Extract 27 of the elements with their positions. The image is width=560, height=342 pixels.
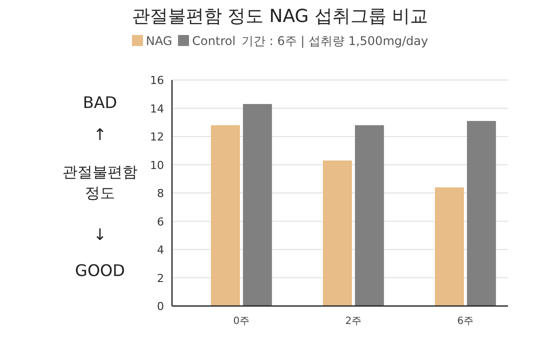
x-tick-label: 0주 xyxy=(233,316,250,327)
bar xyxy=(434,187,464,306)
bar xyxy=(354,125,384,306)
text: BAD xyxy=(82,92,118,113)
bar xyxy=(210,125,240,306)
chart-title: 관절불편함 정도 NAG 섭취그룹 비교 xyxy=(130,5,430,28)
text: GOOD xyxy=(74,260,126,281)
text: 관절불편함 정도 xyxy=(62,162,138,204)
y-tick-label: 6 xyxy=(157,215,164,228)
y-tick-label: 12 xyxy=(150,130,164,144)
y-tick-label: 10 xyxy=(150,158,164,172)
y-tick-label: 4 xyxy=(157,244,164,256)
bar xyxy=(466,120,496,306)
x-tick-label: 6주 xyxy=(457,316,474,327)
text: ↑ xyxy=(92,124,108,145)
text: ↓ xyxy=(92,224,108,245)
y-tick-label: 0 xyxy=(157,300,164,313)
y-tick-label: 8 xyxy=(157,187,164,200)
bar xyxy=(322,160,352,306)
legend-label: NAG xyxy=(146,34,172,48)
legend-label: Control xyxy=(192,34,236,48)
bar xyxy=(242,104,272,306)
x-tick-label: 2주 xyxy=(345,316,362,327)
chart-subtitle: 기간 : 6주 | 섭취량 1,500mg/day xyxy=(242,34,428,48)
y-tick-label: 2 xyxy=(157,272,164,285)
y-tick-label: 16 xyxy=(150,74,164,87)
y-tick-label: 14 xyxy=(150,102,164,116)
